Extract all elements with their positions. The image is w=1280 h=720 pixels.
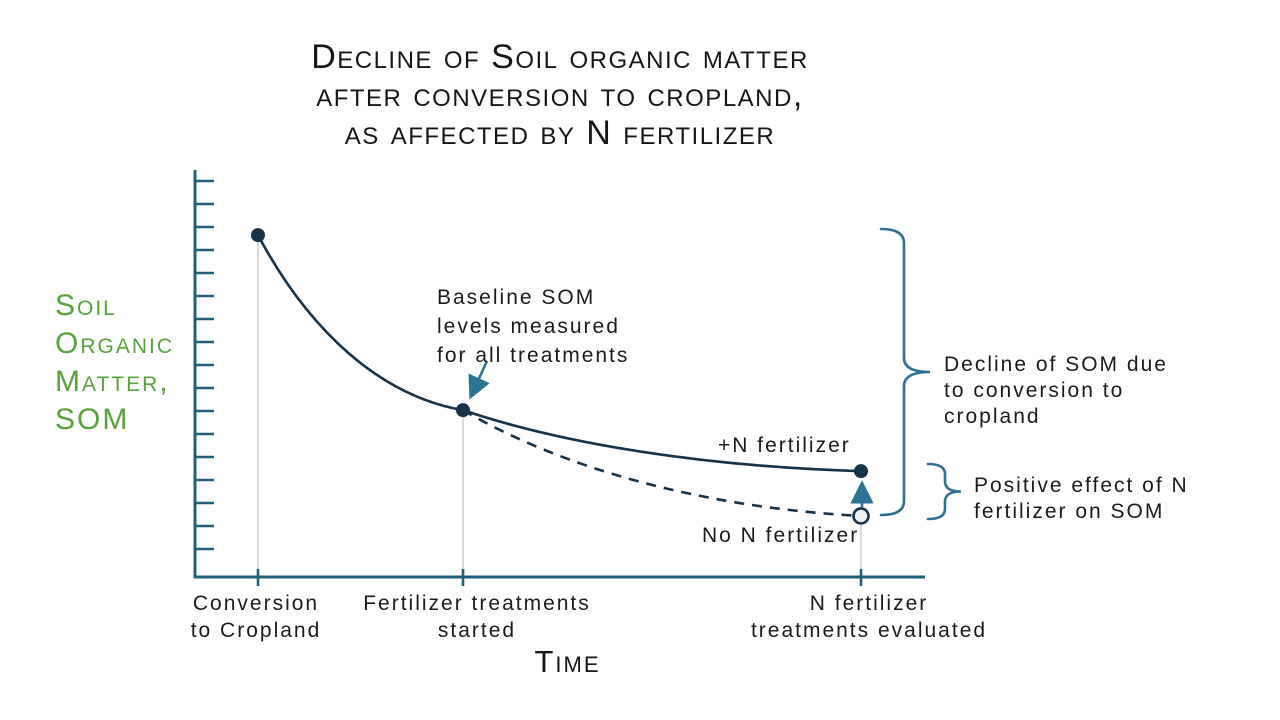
y-axis-label: Soil Organic Matter, SOM xyxy=(55,287,174,439)
chart-title: Decline of Soil organic matter after con… xyxy=(0,38,1120,152)
decline-annotation-line-1: Decline of SOM due xyxy=(944,353,1168,376)
baseline-annotation-line-1: Baseline SOM xyxy=(437,286,596,309)
baseline-annotation-line-3: for all treatments xyxy=(437,344,630,367)
plus-n-curve xyxy=(462,408,862,473)
positive-effect-annotation-line-1: Positive effect of N xyxy=(974,474,1189,497)
baseline-annotation-arrow xyxy=(468,360,490,400)
data-point-plus-n xyxy=(854,464,868,479)
x-tick-label-conversion-line-1: Conversion xyxy=(192,592,320,615)
series-label-no-n: No N fertilizer xyxy=(702,524,860,547)
chart-title-line-1: Decline of Soil organic matter xyxy=(311,38,809,76)
x-tick-label-treatments-evaluated: N fertilizer treatments evaluated xyxy=(728,590,1010,644)
decline-annotation: Decline of SOM due to conversion to crop… xyxy=(944,352,1168,430)
x-tick-label-fertilizer-started-line-1: Fertilizer treatments xyxy=(363,592,591,615)
decline-annotation-line-3: cropland xyxy=(944,405,1041,428)
no-n-curve xyxy=(462,409,862,518)
positive-effect-brace xyxy=(926,462,962,521)
chart-title-line-3: as affected by N fertilizer xyxy=(344,114,776,152)
x-axis-label: Time xyxy=(534,644,601,679)
series-label-plus-n: +N fertilizer xyxy=(718,434,851,457)
x-tick-label-treatments-evaluated-line-2: treatments evaluated xyxy=(750,619,988,642)
axes-line xyxy=(193,170,925,579)
positive-effect-annotation: Positive effect of N fertilizer on SOM xyxy=(974,473,1189,525)
data-point-no-n xyxy=(852,507,870,525)
x-tick-label-treatments-evaluated-line-1: N fertilizer xyxy=(809,592,929,615)
data-point-baseline xyxy=(456,403,470,418)
decline-annotation-line-2: to conversion to xyxy=(944,379,1125,402)
y-axis-label-line-4: SOM xyxy=(55,403,130,436)
chart-title-line-2: after conversion to cropland, xyxy=(316,76,804,114)
y-axis-label-line-1: Soil xyxy=(55,289,117,322)
positive-effect-annotation-line-2: fertilizer on SOM xyxy=(974,500,1165,523)
y-axis-label-line-3: Matter, xyxy=(55,365,170,398)
x-tick-label-conversion-line-2: to Cropland xyxy=(190,619,322,642)
x-tick-label-fertilizer-started: Fertilizer treatments started xyxy=(347,590,607,644)
decline-brace xyxy=(879,227,931,517)
baseline-annotation: Baseline SOM levels measured for all tre… xyxy=(437,283,629,370)
x-tick-label-fertilizer-started-line-2: started xyxy=(437,619,517,642)
x-tick-label-conversion: Conversion to Cropland xyxy=(146,590,366,644)
baseline-annotation-line-2: levels measured xyxy=(437,315,620,338)
y-axis-label-line-2: Organic xyxy=(55,327,175,360)
data-point-initial xyxy=(251,228,265,243)
decline-curve xyxy=(256,234,464,412)
